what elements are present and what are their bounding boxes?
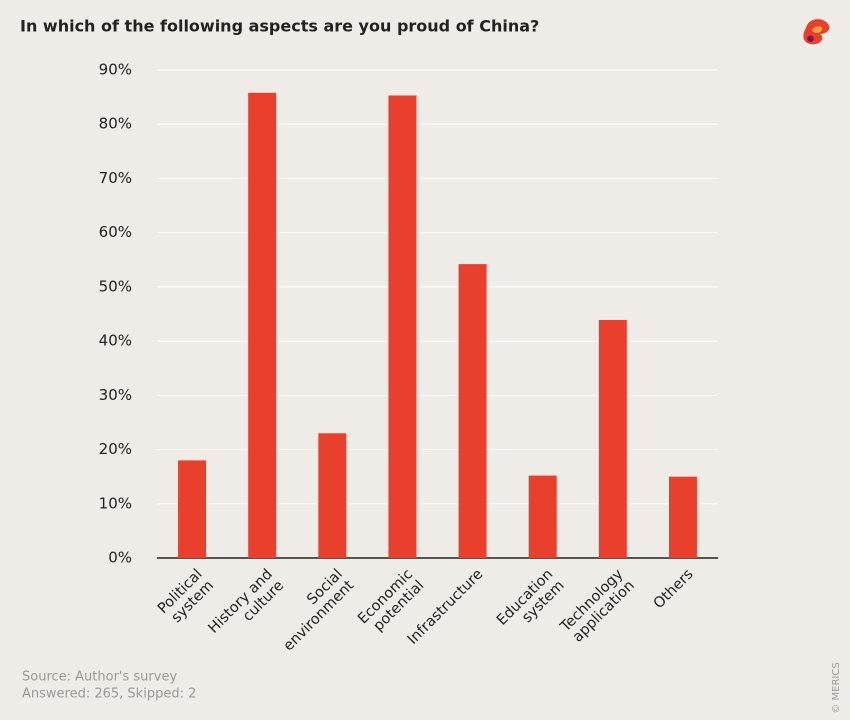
note: Answered: 265, Skipped: 2 bbox=[22, 687, 196, 702]
y-tick-label: 0% bbox=[108, 549, 132, 567]
bar bbox=[318, 433, 347, 558]
y-tick-label: 10% bbox=[99, 494, 132, 512]
x-tick-text: Educationsystem bbox=[494, 566, 568, 640]
x-tick-label: Technologyapplication bbox=[557, 566, 638, 647]
x-tick-text: Infrastructure bbox=[405, 566, 487, 648]
y-tick-label: 50% bbox=[99, 277, 132, 295]
x-tick-text: History andculture bbox=[205, 566, 287, 648]
x-tick-text: Technologyapplication bbox=[557, 566, 638, 647]
y-tick-label: 40% bbox=[99, 332, 132, 350]
x-tick-line: Others bbox=[651, 566, 697, 612]
y-tick-label: 30% bbox=[99, 386, 132, 404]
bar bbox=[528, 475, 557, 558]
x-tick-label: Politicalsystem bbox=[155, 566, 217, 628]
bar bbox=[178, 460, 207, 558]
credit: © MERICS bbox=[831, 662, 842, 713]
x-tick-text: Politicalsystem bbox=[155, 566, 217, 628]
chart-title: In which of the following aspects are yo… bbox=[20, 17, 539, 36]
x-tick-label: History andculture bbox=[205, 566, 287, 648]
x-tick-label: Socialenvironment bbox=[269, 566, 358, 654]
x-tick-label: Educationsystem bbox=[494, 566, 568, 640]
source: Source: Author's survey bbox=[22, 670, 177, 685]
y-tick-label: 70% bbox=[99, 169, 132, 187]
x-tick-text: Others bbox=[651, 566, 697, 612]
logo bbox=[803, 19, 830, 45]
bar bbox=[668, 476, 697, 558]
y-tick-label: 80% bbox=[99, 115, 132, 133]
bar bbox=[598, 319, 627, 558]
y-tick-label: 20% bbox=[99, 440, 132, 458]
y-tick-label: 60% bbox=[99, 223, 132, 241]
x-tick-label: Infrastructure bbox=[405, 566, 487, 648]
bar bbox=[388, 95, 417, 559]
bar bbox=[248, 92, 277, 559]
x-tick-line: Infrastructure bbox=[405, 566, 487, 648]
x-tick-label: Others bbox=[651, 566, 697, 612]
y-tick-label: 90% bbox=[99, 61, 132, 79]
bar bbox=[458, 264, 487, 558]
x-tick-text: Socialenvironment bbox=[269, 566, 357, 654]
